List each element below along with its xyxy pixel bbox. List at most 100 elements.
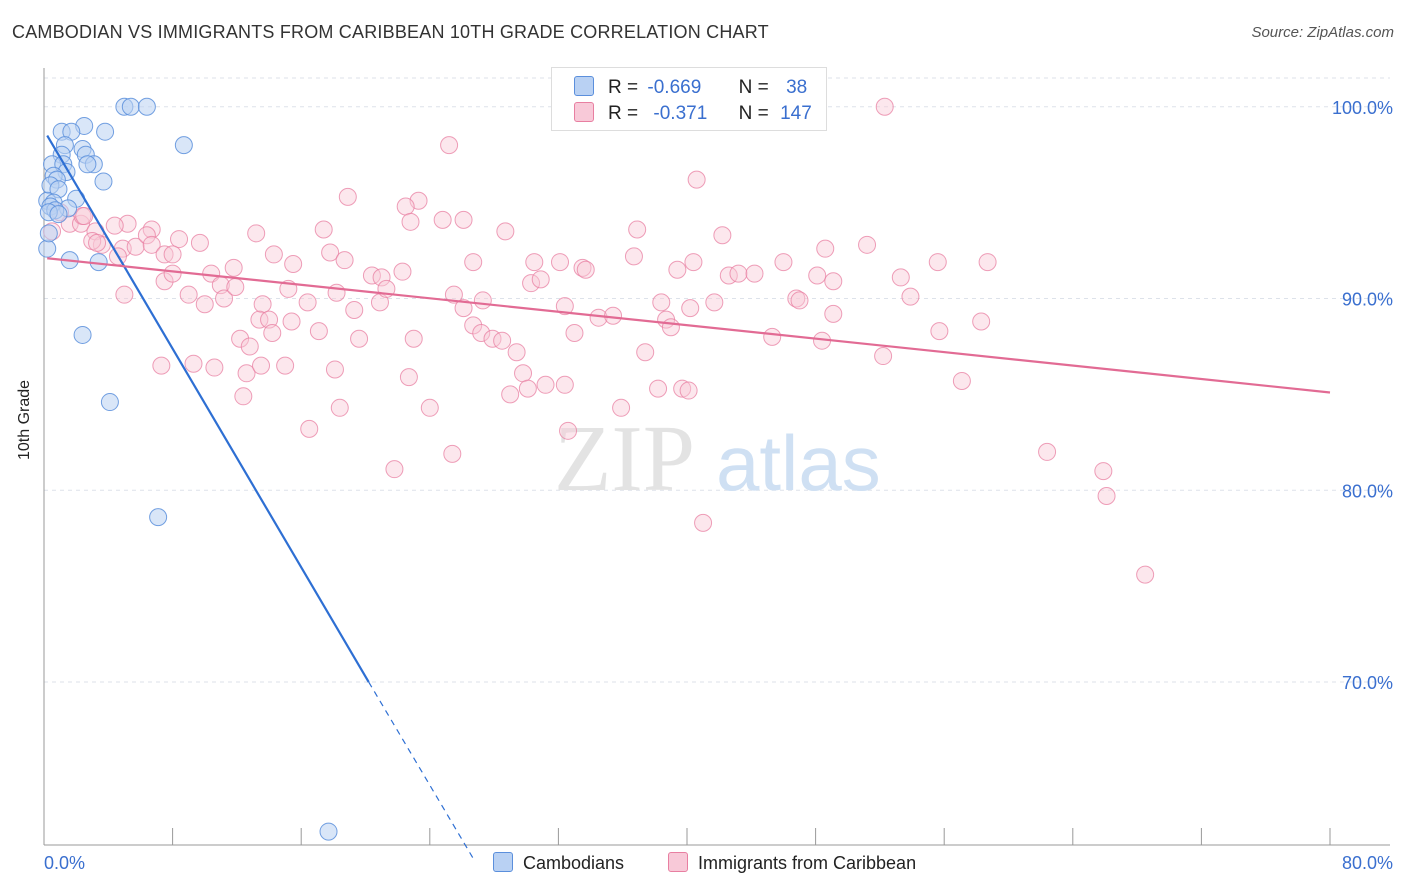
caribbean-point [240,337,259,356]
cambodian-point [38,239,57,258]
caribbean-point [247,224,266,243]
bottom-legend-cambodians: Cambodians [493,852,624,874]
caribbean-point [729,264,748,283]
legend-n-label: N = [738,103,769,124]
caribbean-point [573,258,592,277]
caribbean-point [787,289,806,308]
caribbean-point [282,312,301,331]
caribbean-point [385,460,404,479]
caribbean-point [628,220,647,239]
caribbean-point [152,356,171,375]
caribbean-point [345,301,364,320]
caribbean-point [75,207,94,226]
caribbean-point [624,247,643,266]
caribbean-point [891,268,910,287]
cambodian-point [100,393,119,412]
caribbean-point [636,343,655,362]
caribbean-point [393,262,412,281]
y-tick-label: 70.0% [1342,673,1393,693]
caribbean-point [978,253,997,272]
caribbean-point [284,254,303,273]
caribbean-point [661,318,680,337]
caribbean-point [276,356,295,375]
legend-r-value: -0.371 [653,103,708,124]
cambodian-point [174,136,193,155]
cambodian-point [121,97,140,116]
caribbean-point [234,387,253,406]
caribbean-trend-line [47,257,1331,394]
legend-swatch-pink [574,102,594,122]
caribbean-point [372,268,391,287]
caribbean-point [565,324,584,343]
caribbean-point [473,291,492,310]
caribbean-point [525,253,544,272]
y-tick-label: 90.0% [1342,290,1393,310]
caribbean-point [309,322,328,341]
caribbean-point [824,272,843,291]
caribbean-point [399,368,418,387]
caribbean-point [264,245,283,264]
caribbean-point [464,253,483,272]
caribbean-point [105,216,124,235]
caribbean-point [170,230,189,249]
caribbean-point [507,343,526,362]
caribbean-point [930,322,949,341]
caribbean-point [226,278,245,297]
caribbean-point [816,239,835,258]
legend-label-caribbean: Immigrants from Caribbean [698,853,917,873]
caribbean-point [420,398,439,417]
caribbean-point [126,237,145,256]
watermark: ZIP atlas [554,407,881,511]
legend-label-cambodians: Cambodians [523,853,625,873]
source-label: Source: ZipAtlas.com [1251,24,1394,41]
caribbean-point [668,260,687,279]
caribbean-point [163,264,182,283]
caribbean-point [325,360,344,379]
caribbean-point [928,253,947,272]
legend-n-value: 147 [780,103,812,124]
caribbean-point [260,310,279,329]
caribbean-point [531,270,550,289]
caribbean-point [250,310,269,329]
caribbean-point [551,253,570,272]
caribbean-point [952,371,971,390]
legend-r-value: -0.669 [647,77,702,98]
caribbean-point [335,251,354,270]
caribbean-point [338,187,357,206]
caribbean-point [652,293,671,312]
caribbean-point [576,260,595,279]
legend-r-label: R = [608,103,639,124]
caribbean-point [195,295,214,314]
caribbean-point [808,266,827,285]
caribbean-point [350,329,369,348]
cambodian-point [137,97,156,116]
watermark-zip: ZIP [554,407,695,511]
y-tick-label: 80.0% [1342,481,1393,501]
caribbean-point [763,327,782,346]
caribbean-point [745,264,764,283]
caribbean-point [559,421,578,440]
caribbean-point [875,97,894,116]
caribbean-point [396,197,415,216]
cambodian-point [94,172,113,191]
legend-swatch-blue [493,852,513,872]
caribbean-point [673,379,692,398]
legend-row-cambodians: R = -0.669 N = 38 [574,76,807,98]
caribbean-point [536,375,555,394]
caribbean-point [681,299,700,318]
caribbean-point [330,398,349,417]
x-tick-label: 0.0% [44,853,85,873]
legend-row-caribbean: R = -0.371 N = 147 [574,102,812,124]
caribbean-point [321,243,340,262]
caribbean-point [231,329,250,348]
x-tick-label: 80.0% [1342,853,1393,873]
caribbean-point [472,324,491,343]
caribbean-point [190,233,209,252]
caribbean-point [496,222,515,241]
caribbean-point [253,295,272,314]
caribbean-point [522,274,541,293]
cambodian-point [319,822,338,841]
caribbean-point [972,312,991,331]
caribbean-point [694,513,713,532]
caribbean-point [824,304,843,323]
